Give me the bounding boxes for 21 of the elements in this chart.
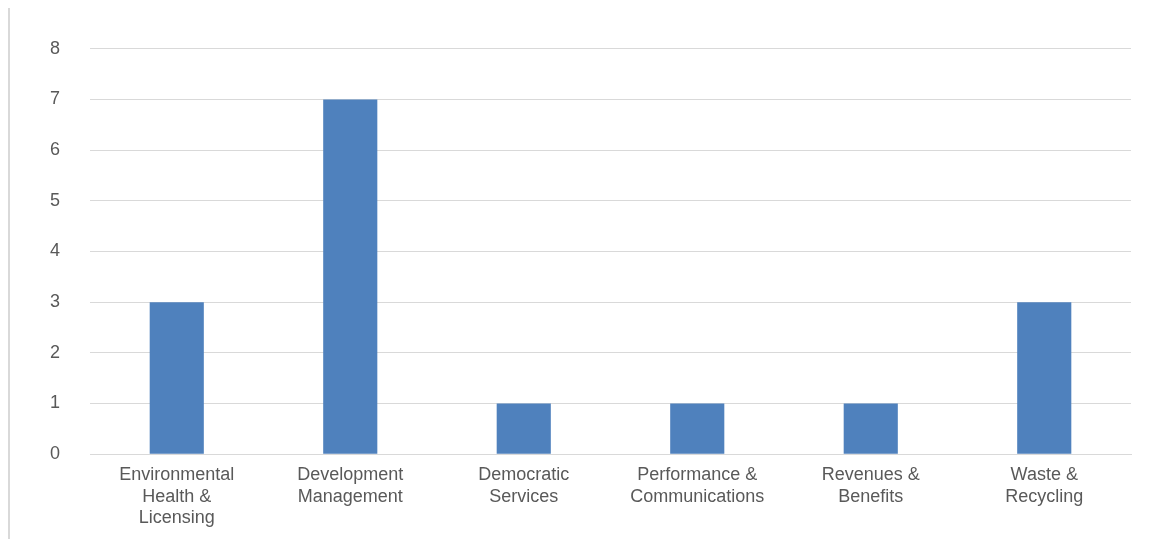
y-tick-label: 0 [50,443,61,464]
y-tick-label: 8 [50,37,61,58]
bar [496,403,551,454]
y-tick-label: 4 [50,240,61,261]
bar [149,302,204,454]
y-tick-label: 2 [50,341,61,362]
bar [843,403,898,454]
x-tick-label: Performance & Communications [630,463,765,506]
y-tick-label: 6 [50,139,61,160]
bar [323,99,378,454]
x-tick-label: Waste & Recycling [1005,463,1084,506]
x-tick-label: Environmental Health & Licensing [119,463,235,528]
x-tick-label: Revenues & Benefits [821,463,920,506]
bar [670,403,725,454]
bar [1017,302,1072,454]
x-tick-label: Democratic Services [478,463,570,506]
y-tick-label: 3 [50,291,61,312]
y-tick-label: 7 [50,88,61,109]
y-tick-label: 5 [50,189,61,210]
y-tick-label: 1 [50,392,61,413]
x-tick-label: Development Management [297,463,404,506]
